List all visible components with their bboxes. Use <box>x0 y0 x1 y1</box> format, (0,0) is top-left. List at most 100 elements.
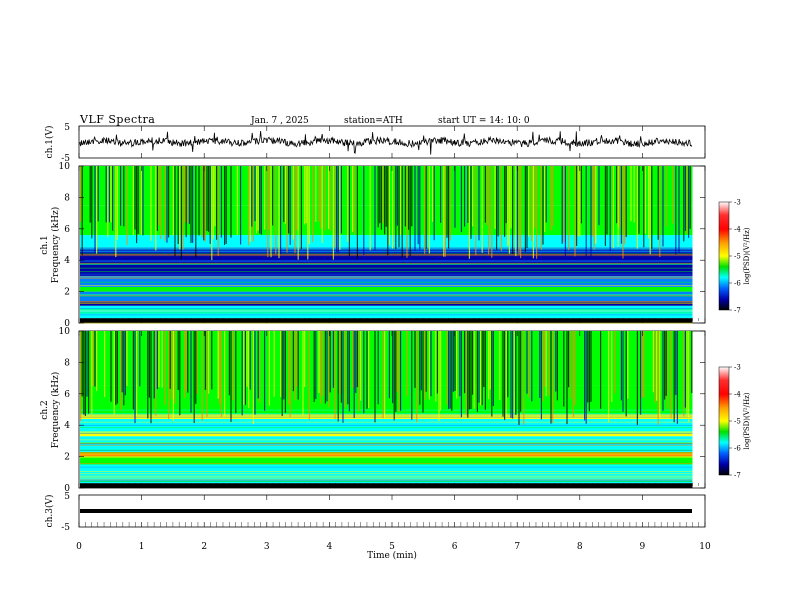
spectrogram-streak <box>472 166 474 227</box>
ch1-freq-ticks: 0 2 4 6 8 10 <box>59 162 705 329</box>
spectrogram-streak <box>172 331 174 422</box>
spectrogram-streak <box>636 331 638 426</box>
spectrogram-streak <box>556 331 558 401</box>
spectrogram-line <box>80 255 693 257</box>
spectrogram-streak <box>388 166 390 245</box>
spectrogram-band <box>80 235 693 248</box>
spectrogram-streak <box>342 331 344 423</box>
spectrogram-streak <box>468 166 470 259</box>
spectrogram-streak <box>324 331 326 404</box>
spectrogram-band <box>80 385 693 415</box>
station-label: station=ATH <box>344 116 403 126</box>
spectrogram-streak <box>321 331 323 397</box>
spectrogram-streak <box>140 166 142 236</box>
spectrogram-streak <box>652 331 654 393</box>
spectrogram-streak <box>137 166 139 234</box>
spectrogram-streak <box>476 331 478 412</box>
spectrogram-streak <box>352 331 354 389</box>
spectrogram-line <box>80 442 693 444</box>
colorbar-tick-label: -4 <box>734 391 741 399</box>
spectrogram-streak <box>289 331 291 417</box>
spectrogram-line <box>80 473 693 475</box>
spectrogram-streak <box>190 331 192 413</box>
spectrogram-streak <box>160 166 162 240</box>
spectrogram-streak <box>304 331 306 388</box>
spectrogram-streak <box>369 166 371 251</box>
spectrogram-line <box>80 314 693 316</box>
spectrogram-streak <box>622 331 624 412</box>
spectrogram-streak <box>379 166 381 224</box>
spectrogram-line <box>80 413 693 414</box>
spectrogram-line <box>80 475 693 477</box>
spectrogram-streak <box>536 166 538 259</box>
colorbar-tick-label: -7 <box>734 472 741 480</box>
spectrogram-streak <box>659 166 661 257</box>
spectrogram-streak <box>91 331 93 414</box>
spectrogram-streak <box>460 166 462 233</box>
colorbar-tick-label: -7 <box>734 307 741 315</box>
spectrogram-streak <box>334 166 336 248</box>
spectrogram-streak <box>248 166 250 246</box>
spectrogram-line <box>80 312 693 314</box>
spectrogram-streak <box>294 166 296 253</box>
spectrogram-streak <box>576 166 578 246</box>
spectrogram-streak <box>302 331 304 416</box>
freq-tick-label: 4 <box>64 256 70 266</box>
spectrogram-streak <box>288 166 290 234</box>
spectrogram-line <box>80 295 693 296</box>
spectrogram-line <box>80 457 693 458</box>
spectrogram-streak <box>305 166 307 224</box>
spectrogram-streak <box>86 331 88 397</box>
ch1-freq-ylabel: Frequency (kHz) <box>50 207 61 284</box>
spectrogram-streak <box>259 331 261 403</box>
start-time-label: start UT = 14: 10: 0 <box>438 116 530 126</box>
spectrogram-line <box>80 294 693 296</box>
spectrogram-streak <box>641 331 643 398</box>
spectrogram-streak <box>193 331 195 423</box>
spectrogram-line <box>80 253 693 255</box>
spectrogram-streak <box>448 166 450 249</box>
spectrogram-streak <box>388 331 390 399</box>
spectrogram-line <box>80 464 693 466</box>
spectrogram-streak <box>392 331 394 404</box>
spectrogram-streak <box>491 166 493 258</box>
spectrogram-streak <box>80 331 82 422</box>
spectrogram-streak <box>673 331 675 423</box>
spectrogram-streak <box>675 331 677 395</box>
time-tick-label: 4 <box>327 542 333 552</box>
spectrogram-streak <box>433 166 435 241</box>
spectrogram-streak <box>440 331 442 411</box>
ch1-ytick-bottom: -5 <box>61 154 70 164</box>
spectrogram-streak <box>563 166 565 243</box>
spectrogram-line <box>80 273 693 275</box>
freq-tick-label: 10 <box>59 327 71 337</box>
spectrogram-streak <box>595 166 597 244</box>
spectrogram-streak <box>284 331 286 413</box>
spectrogram-streak <box>156 331 158 390</box>
spectrogram-line <box>80 285 693 286</box>
spectrogram-streak <box>436 331 438 394</box>
ch1-colorbar: -3 -4 -5 -6 -7 log(PSD)(V²/Hz) <box>718 199 751 315</box>
spectrogram-line <box>80 444 693 446</box>
spectrogram-streak <box>481 166 483 253</box>
spectrogram-line <box>80 267 693 269</box>
spectrogram-line <box>80 455 693 457</box>
spectrogram-line <box>80 424 693 426</box>
spectrogram-streak <box>136 331 138 416</box>
spectrogram-streak <box>475 166 477 256</box>
spectrogram-streak <box>684 166 686 231</box>
spectrogram-streak <box>147 331 149 419</box>
spectrogram-streak <box>328 166 330 229</box>
freq-tick-label: 8 <box>64 358 70 368</box>
spectrogram-streak <box>404 166 406 227</box>
spectrogram-streak <box>609 166 611 252</box>
spectrogram-streak <box>321 166 323 243</box>
spectrogram-streak <box>180 166 182 260</box>
spectrogram-streak <box>414 331 416 388</box>
spectrogram-streak <box>676 331 678 424</box>
spectrogram-streak <box>219 331 221 404</box>
spectrogram-streak <box>185 166 187 238</box>
spectrogram-line <box>80 428 693 430</box>
spectrogram-line <box>80 466 693 468</box>
